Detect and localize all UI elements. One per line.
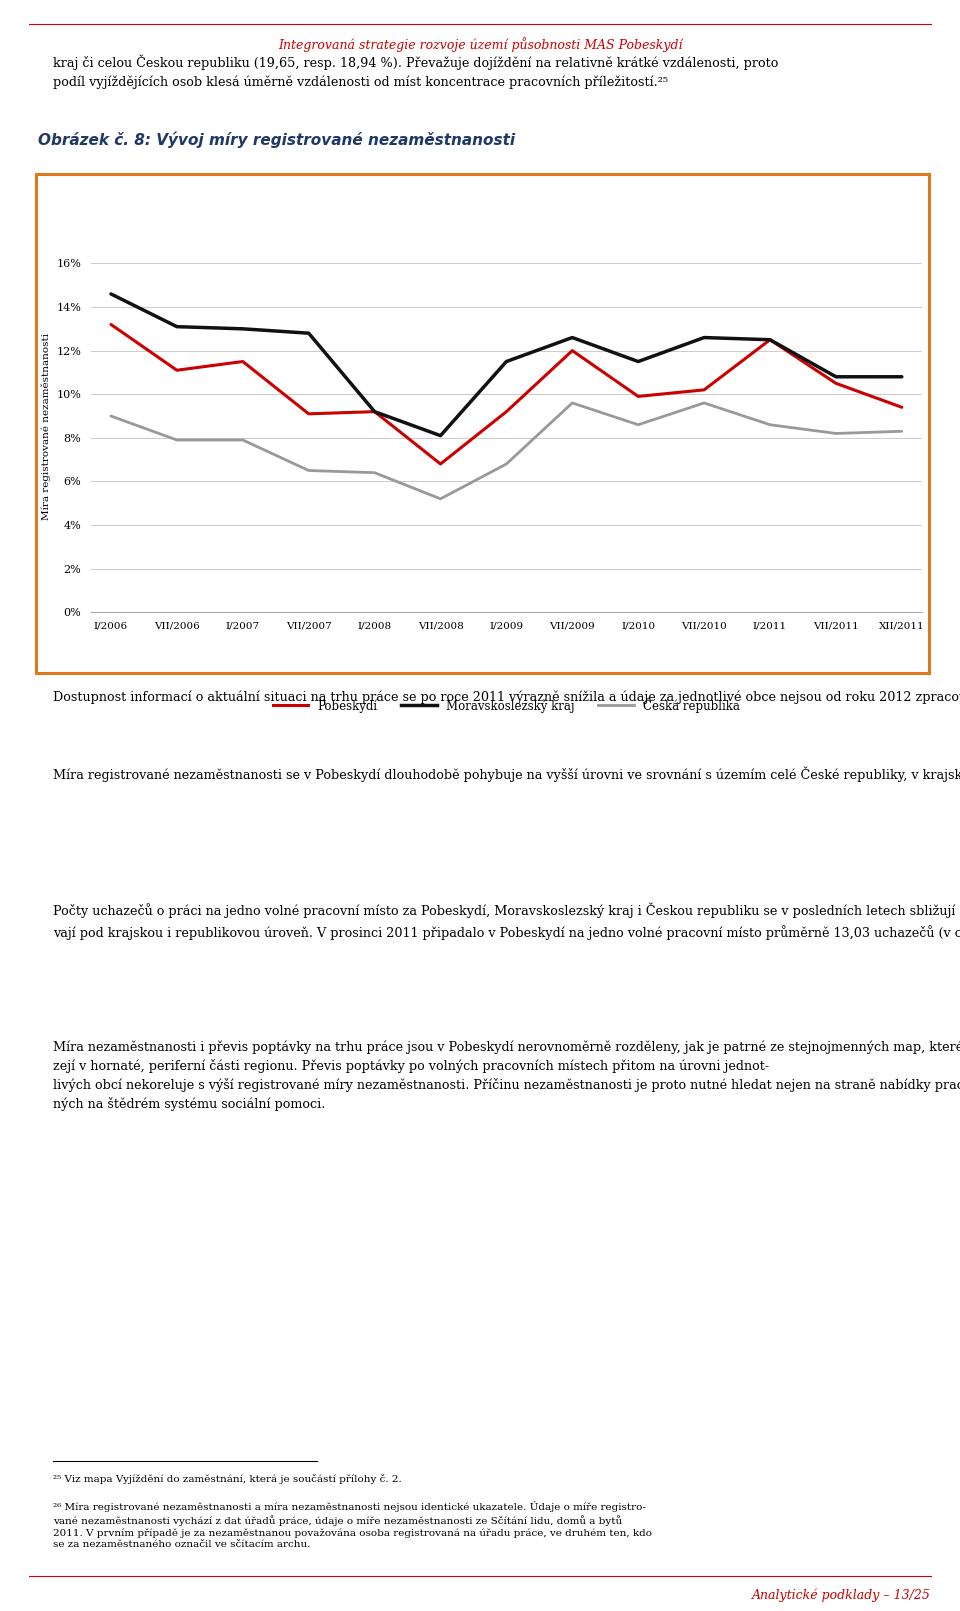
Text: ²⁶ Míra registrované nezaměstnanosti a míra nezaměstnanosti nejsou identické uka: ²⁶ Míra registrované nezaměstnanosti a m… [53,1501,652,1550]
Text: kraj či celou Českou republiku (19,65, resp. 18,94 %). Převažuje dojíždění na re: kraj či celou Českou republiku (19,65, r… [53,55,779,89]
Text: Obrázek č. 8: Vývoj míry registrované nezaměstnanosti: Obrázek č. 8: Vývoj míry registrované ne… [38,132,516,148]
Text: Míra nezaměstnanosti i převis poptávky na trhu práce jsou v Pobeskydí nerovnoměr: Míra nezaměstnanosti i převis poptávky n… [53,1041,960,1110]
Text: Analytické podklady – 13/25: Analytické podklady – 13/25 [753,1588,931,1601]
Text: Počty uchazečů o práci na jedno volné pracovní místo za Pobeskydí, Moravskoslezs: Počty uchazečů o práci na jedno volné pr… [53,904,960,939]
Legend: Pobeskydí, Moravskoslezský kraj, Česká republika: Pobeskydí, Moravskoslezský kraj, Česká r… [268,693,745,717]
Text: Integrovaná strategie rozvoje území působnosti MAS Pobeskydí: Integrovaná strategie rozvoje území půso… [277,37,683,52]
Text: Míra registrované nezaměstnanosti se v Pobeskydí dlouhodobě pohybuje na vyšší úr: Míra registrované nezaměstnanosti se v P… [53,767,960,781]
Text: ²⁵ Viz mapa Vyjíždění do zaměstnání, která je součástí přílohy č. 2.: ²⁵ Viz mapa Vyjíždění do zaměstnání, kte… [53,1474,401,1484]
Text: Dostupnost informací o aktuální situaci na trhu práce se po roce 2011 výrazně sn: Dostupnost informací o aktuální situaci … [53,690,960,704]
Y-axis label: Míra registrované nezaměstnanosti: Míra registrované nezaměstnanosti [41,333,51,520]
